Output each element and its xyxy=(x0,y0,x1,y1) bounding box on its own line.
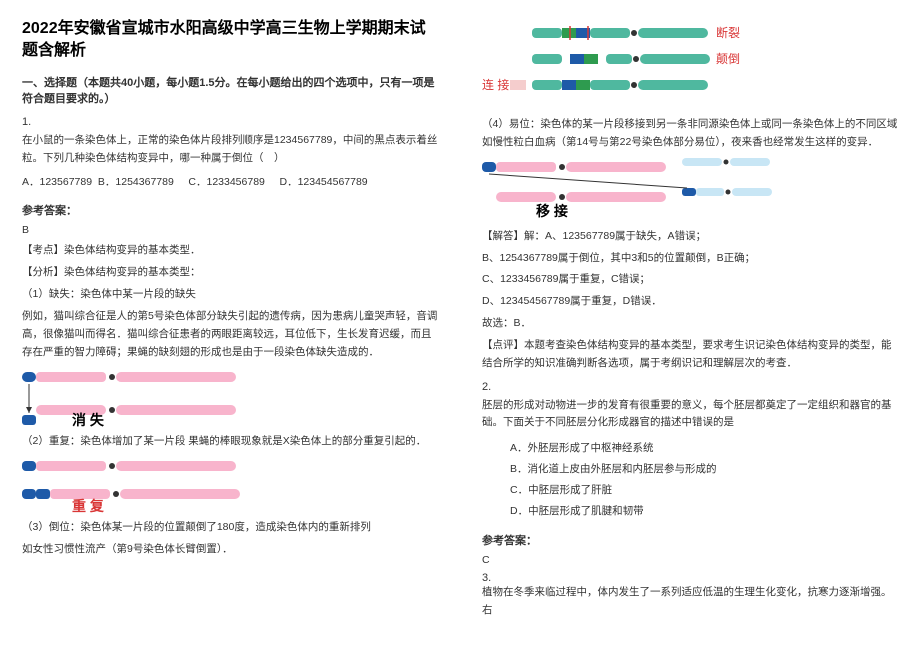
q3-number: 3. xyxy=(482,572,491,584)
q1-answer: B xyxy=(22,224,438,236)
q2-answer-label: 参考答案： xyxy=(482,532,898,548)
svg-text:连 接: 连 接 xyxy=(482,77,509,92)
diagram-xiaoshi: 消 失 xyxy=(22,367,438,427)
q1-fx1b: 例如，猫叫综合征是人的第5号染色体部分缺失引起的遗传病，因为患病儿童哭声轻，音调… xyxy=(22,308,438,362)
answer-label: 参考答案： xyxy=(22,202,438,218)
svg-text:移 接: 移 接 xyxy=(536,203,568,219)
q1-fx3b: 如女性习惯性流产（第9号染色体长臂倒置）． xyxy=(22,541,438,559)
page-title: 2022年安徽省宣城市水阳高级中学高三生物上学期期末试题含解析 xyxy=(22,18,438,63)
q2-number: 2. xyxy=(482,381,898,393)
q1-choice-c: C．1233456789 xyxy=(188,176,264,188)
jd-c: C、1233456789属于重复，C错误； xyxy=(482,271,898,289)
q3-stem: 植物在冬季来临过程中，体内发生了一系列适应低温的生理生化变化，抗寒力逐渐增强。右 xyxy=(482,584,898,620)
jd-b: B、1254367789属于倒位，其中3和5的位置颠倒，B正确； xyxy=(482,250,898,268)
q1-fx3: （3）倒位：染色体某一片段的位置颠倒了180度，造成染色体内的重新排列 xyxy=(22,519,438,537)
q2-stem: 胚层的形成对动物进一步的发育有很重要的意义，每个胚层都奠定了一定组织和器官的基础… xyxy=(482,397,898,433)
jd-d: D、123454567789属于重复，D错误． xyxy=(482,293,898,311)
q1-stem: 在小鼠的一条染色体上，正常的染色体片段排列顺序是1234567789，中间的黑点… xyxy=(22,132,438,168)
q2-choice-b: B．消化道上皮由外胚层和内胚层参与形成的 xyxy=(510,459,898,480)
diagram-yijie: 移 接 xyxy=(482,158,898,222)
q1-fx2: （2）重复：染色体增加了某一片段 果蝇的棒眼现象就是X染色体上的部分重复引起的． xyxy=(22,433,438,451)
svg-text:重 复: 重 复 xyxy=(72,498,105,513)
q2-choice-d: D．中胚层形成了肌腱和韧带 xyxy=(510,501,898,522)
q1-fx1: （1）缺失：染色体中某一片段的缺失 xyxy=(22,286,438,304)
diagram-daowei: 断裂 颠倒 连 接 xyxy=(482,24,898,110)
jd-e: 故选：B． xyxy=(482,315,898,333)
q1-choices: A．123567789 B．1254367789 C．1233456789 D．… xyxy=(22,173,438,192)
q1-fx4: （4）易位：染色体的某一片段移接到另一条非同源染色体上或同一条染色体上的不同区域… xyxy=(482,116,898,152)
diagram-chongfu: 重 复 xyxy=(22,457,438,513)
jd-a: 【解答】解：A、123567789属于缺失，A错误； xyxy=(482,228,898,246)
q2-choice-a: A．外胚层形成了中枢神经系统 xyxy=(510,438,898,459)
q1-kaodian: 【考点】染色体结构变异的基本类型． xyxy=(22,242,438,260)
q2-choice-c: C．中胚层形成了肝脏 xyxy=(510,480,898,501)
q1-number: 1. xyxy=(22,116,438,128)
svg-text:颠倒: 颠倒 xyxy=(716,51,740,66)
q1-fenxi: 【分析】染色体结构变异的基本类型： xyxy=(22,264,438,282)
q1-choice-d: D．123454567789 xyxy=(279,176,367,188)
section-header: 一、选择题（本题共40小题，每小题1.5分。在每小题给出的四个选项中，只有一项是… xyxy=(22,75,438,108)
q2-answer: C xyxy=(482,554,898,566)
q1-choice-a: A．123567789 xyxy=(22,176,92,188)
svg-text:消 失: 消 失 xyxy=(72,412,105,427)
svg-text:断裂: 断裂 xyxy=(716,25,740,40)
dianping: 【点评】本题考查染色体结构变异的基本类型，要求考生识记染色体结构变异的类型，能结… xyxy=(482,337,898,373)
q1-choice-b: B．1254367789 xyxy=(98,176,174,188)
